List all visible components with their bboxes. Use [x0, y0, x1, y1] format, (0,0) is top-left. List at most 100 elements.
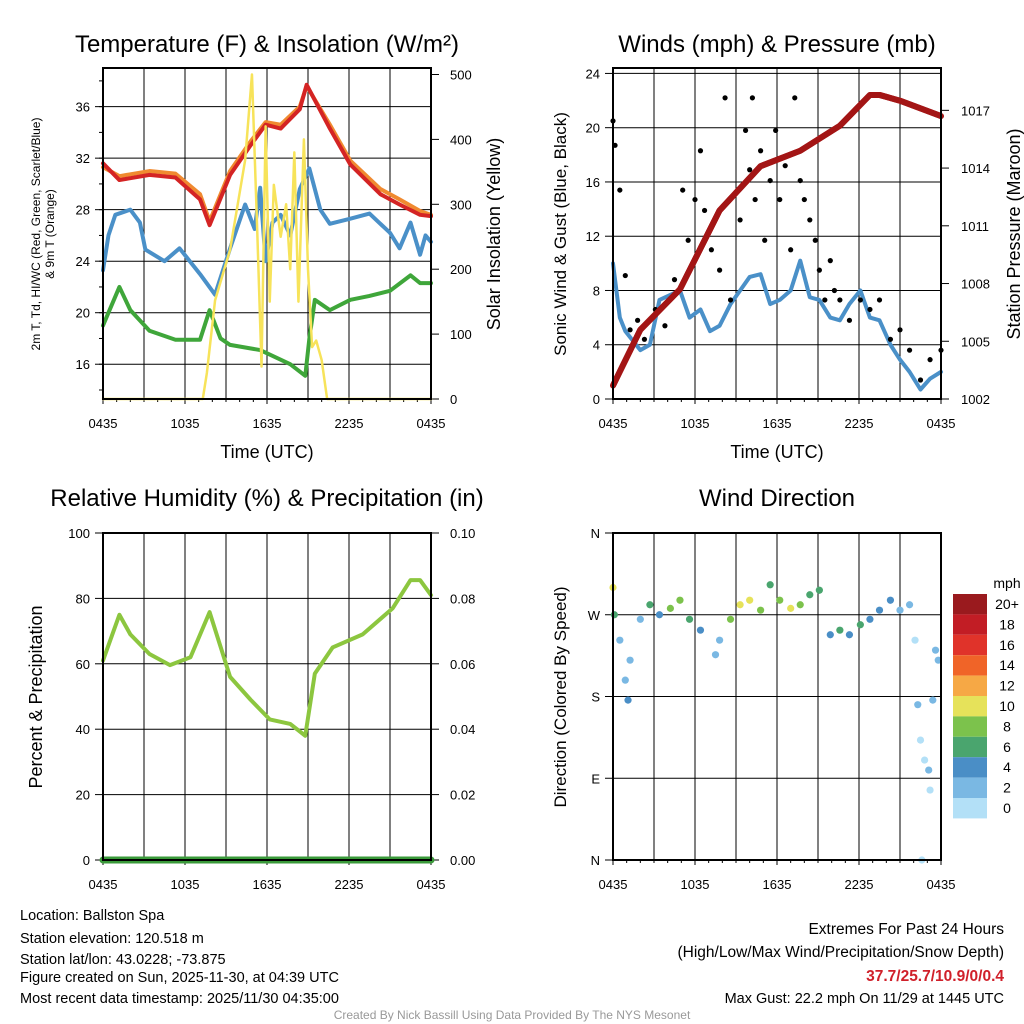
wind-direction-point [636, 615, 644, 623]
gust-point [846, 317, 853, 323]
x-tick-label: 0435 [417, 416, 446, 431]
max-gust-text: Max Gust: 22.2 mph On 11/29 at 1445 UTC [725, 991, 1004, 1007]
y-tick-label: 80 [76, 591, 90, 606]
legend-label: 20+ [995, 596, 1019, 612]
legend-label: 2 [1003, 780, 1011, 796]
wind-direction-point [875, 606, 884, 614]
right-tick-label: 1008 [961, 277, 990, 292]
latlon-text: Station lat/lon: 43.0228; -73.875 [20, 952, 226, 968]
relative-humidity-line [101, 578, 433, 738]
x-tick-label: 1635 [253, 877, 282, 892]
temp-chart-title: Temperature (F) & Insolation (W/m²) [75, 31, 459, 58]
wind-direction-point [746, 596, 754, 604]
gust-point [767, 177, 773, 184]
legend-label: 4 [1003, 759, 1011, 775]
gust-point [641, 336, 648, 342]
x-tick-label: 1035 [681, 416, 710, 431]
wind-direction-point [666, 604, 675, 612]
legend-label: 8 [1003, 718, 1011, 734]
x-tick-label: 0435 [927, 416, 956, 431]
gust-point [671, 277, 678, 283]
gust-point [747, 167, 753, 173]
right-tick-label: 1002 [961, 392, 990, 407]
wind-direction-point [646, 601, 654, 609]
wind-direction-point [806, 591, 814, 599]
x-tick-label: 0435 [89, 877, 118, 892]
gust-point [812, 237, 818, 243]
wind-direction-point [626, 656, 634, 664]
gust-point [742, 127, 749, 134]
wind-direction-point [826, 631, 834, 639]
wind-direction-point [911, 636, 919, 644]
temp-plot-frame [102, 67, 432, 400]
y-tick-label: E [591, 771, 600, 786]
legend-swatch [953, 757, 987, 778]
gust-point [617, 187, 623, 193]
gust-point [635, 317, 641, 323]
x-tick-label: 1635 [763, 877, 792, 892]
temp-plot: 0435 1035 1635 2235 0435 16 20 24 28 32 36 0 100 200 3… [76, 67, 472, 431]
y-tick-label: 60 [76, 657, 90, 672]
2m-t-line [101, 82, 433, 228]
wind-direction-point [796, 601, 804, 609]
solar-insolation-line [101, 73, 433, 401]
gust-point [662, 323, 668, 329]
y-tick-label: 20 [586, 121, 600, 136]
x-tick-label: 2235 [335, 877, 364, 892]
rh-plot-frame [102, 532, 432, 861]
x-tick-label: 1035 [171, 416, 200, 431]
right-tick-label: 1017 [961, 103, 990, 118]
right-tick-label: 0 [450, 392, 457, 407]
gust-point [685, 237, 691, 243]
y-tick-label: 0 [593, 392, 600, 407]
right-tick-label: 100 [450, 327, 472, 342]
wind-direction-point [736, 601, 744, 609]
x-tick-label: 0435 [927, 877, 956, 892]
wind-direction-point [696, 626, 705, 634]
right-tick-label: 300 [450, 197, 472, 212]
gust-point [816, 267, 822, 273]
y-tick-label: N [591, 853, 600, 868]
x-tick-label: 1035 [171, 877, 200, 892]
y-tick-label: 100 [68, 526, 90, 541]
temp-y-label-line1: 2m T, Td, HI/WC (Red, Green, Scarlet/Blu… [29, 118, 43, 351]
x-tick-label: 0435 [417, 877, 446, 892]
gust-point [822, 297, 828, 303]
wind-direction-point [655, 611, 664, 619]
x-tick-label: 0435 [599, 877, 628, 892]
legend-swatch [953, 594, 987, 615]
wind-direction-point [676, 596, 684, 604]
y-tick-label: 24 [586, 66, 600, 81]
gust-point [917, 377, 924, 383]
gust-point [762, 237, 768, 243]
y-tick-label: 32 [76, 151, 90, 166]
legend-swatch [953, 736, 987, 758]
legend-label: 14 [999, 657, 1015, 673]
right-tick-label: 0.02 [450, 788, 475, 803]
gust-point [773, 127, 779, 134]
recent-data-text: Most recent data timestamp: 2025/11/30 0… [20, 991, 339, 1007]
y-tick-label: 20 [76, 788, 90, 803]
gust-point [876, 297, 883, 303]
wind-x-label: Time (UTC) [730, 442, 823, 462]
wind-y-label: Sonic Wind & Gust (Blue, Black) [551, 112, 570, 356]
y-tick-label: W [588, 608, 601, 623]
gust-point [749, 95, 756, 101]
rh-chart-title: Relative Humidity (%) & Precipitation (i… [50, 485, 483, 512]
elevation-text: Station elevation: 120.518 m [20, 931, 204, 947]
wind-direction-point [856, 621, 864, 629]
legend-swatch [953, 614, 987, 635]
y-tick-label: 8 [593, 283, 600, 298]
wind-direction-point [787, 604, 795, 612]
right-tick-label: 1014 [961, 161, 990, 176]
rh-plot: 0435 1035 1635 2235 0435 0 20 40 60 80 100 0.00 0.02… [68, 526, 475, 892]
extremes-fields: (High/Low/Max Wind/Precipitation/Snow De… [678, 944, 1005, 961]
solar-y-label: Solar Insolation (Yellow) [484, 138, 504, 330]
x-tick-label: 0435 [89, 416, 118, 431]
gust-point [788, 247, 794, 253]
y-tick-label: S [591, 690, 600, 705]
gust-point [622, 272, 628, 279]
wind-direction-point [757, 606, 765, 614]
wind-direction-point [914, 701, 922, 709]
